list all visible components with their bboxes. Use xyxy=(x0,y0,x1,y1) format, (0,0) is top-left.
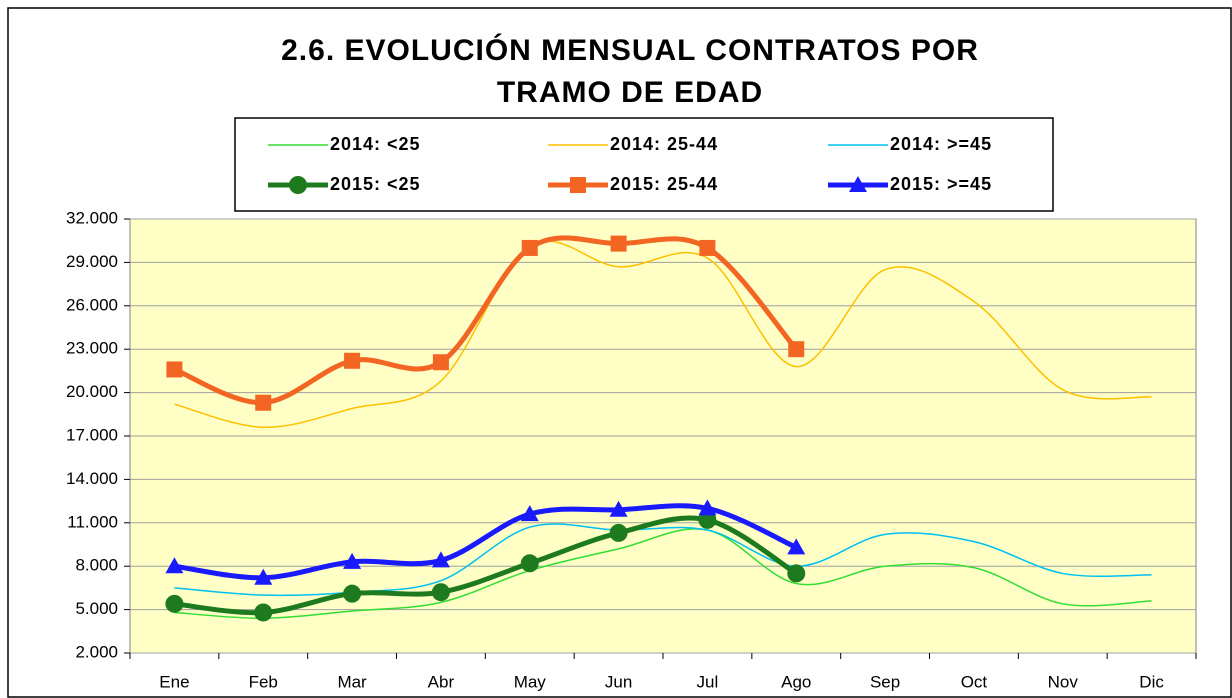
marker xyxy=(849,176,867,192)
marker xyxy=(520,505,539,522)
x-tick-label: Oct xyxy=(961,672,988,691)
marker xyxy=(610,235,627,252)
marker xyxy=(432,354,449,371)
y-tick-label: 32.000 xyxy=(66,208,118,227)
marker xyxy=(787,564,806,583)
marker xyxy=(609,500,628,517)
marker xyxy=(520,554,539,573)
marker xyxy=(788,341,805,358)
y-tick-label: 11.000 xyxy=(67,512,118,531)
marker xyxy=(698,499,717,516)
marker xyxy=(254,568,273,585)
y-tick-label: 29.000 xyxy=(66,252,118,271)
marker xyxy=(431,583,450,602)
y-tick-label: 26.000 xyxy=(66,295,118,314)
y-tick-label: 23.000 xyxy=(66,339,118,358)
series-line xyxy=(174,240,1152,429)
y-tick-label: 14.000 xyxy=(66,469,118,488)
x-tick-label: Feb xyxy=(249,672,278,691)
legend-label: 2014: <25 xyxy=(330,134,421,154)
marker xyxy=(166,361,183,378)
y-tick-label: 2.000 xyxy=(75,642,118,661)
marker xyxy=(521,239,538,256)
x-tick-label: Jun xyxy=(605,672,632,691)
marker xyxy=(787,538,806,555)
marker xyxy=(344,352,361,369)
frame xyxy=(7,7,1232,698)
y-tick-label: 5.000 xyxy=(75,599,118,618)
marker xyxy=(699,239,716,256)
marker xyxy=(255,394,272,411)
x-tick-label: Ene xyxy=(159,672,189,691)
x-tick-label: Nov xyxy=(1048,672,1079,691)
chart-title: 2.6. EVOLUCIÓN MENSUAL CONTRATOS POR TRA… xyxy=(281,34,979,109)
x-tick-label: Ago xyxy=(781,672,811,691)
x-tick-label: Sep xyxy=(870,672,900,691)
marker xyxy=(698,510,717,529)
marker xyxy=(254,603,273,622)
y-tick-label: 17.000 xyxy=(66,425,118,444)
legend-label: 2014: >=45 xyxy=(890,134,992,154)
marker xyxy=(343,552,362,569)
x-tick-label: May xyxy=(514,672,547,691)
marker xyxy=(165,557,184,574)
marker xyxy=(609,523,628,542)
x-tick-label: Mar xyxy=(337,672,367,691)
x-tick-label: Jul xyxy=(697,672,719,691)
legend xyxy=(234,117,1054,212)
legend-label: 2015: <25 xyxy=(330,174,421,194)
x-tick-label: Dic xyxy=(1139,672,1164,691)
legend-label: 2014: 25-44 xyxy=(610,134,718,154)
y-tick-label: 8.000 xyxy=(75,556,118,575)
marker xyxy=(289,176,307,194)
marker xyxy=(570,177,586,193)
x-tick-label: Abr xyxy=(428,672,455,691)
marker xyxy=(165,594,184,613)
marker xyxy=(343,584,362,603)
y-tick-label: 20.000 xyxy=(66,382,118,401)
series-line xyxy=(174,528,1152,620)
legend-label: 2015: 25-44 xyxy=(610,174,718,194)
series-line xyxy=(174,503,798,581)
legend-label: 2015: >=45 xyxy=(890,174,992,194)
marker xyxy=(431,551,450,568)
